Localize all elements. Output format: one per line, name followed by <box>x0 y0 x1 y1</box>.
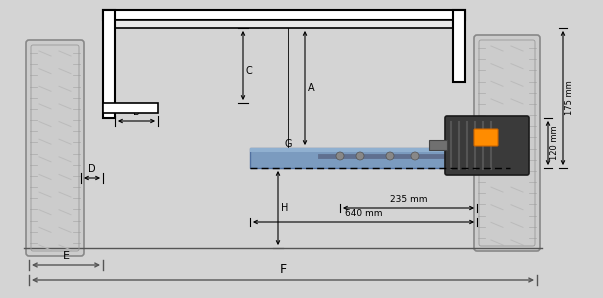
Text: G: G <box>284 139 292 149</box>
Circle shape <box>336 152 344 160</box>
Text: C: C <box>246 66 253 75</box>
Bar <box>103 10 115 118</box>
FancyBboxPatch shape <box>26 40 84 256</box>
Bar <box>250 148 490 168</box>
Circle shape <box>411 152 419 160</box>
Text: F: F <box>279 263 286 276</box>
Circle shape <box>386 152 394 160</box>
Bar <box>103 103 158 113</box>
Bar <box>453 10 465 82</box>
Text: 120 mm: 120 mm <box>550 126 559 160</box>
Text: 640 mm: 640 mm <box>345 209 382 218</box>
Bar <box>250 148 490 152</box>
Circle shape <box>356 152 364 160</box>
FancyBboxPatch shape <box>474 35 540 251</box>
FancyBboxPatch shape <box>445 116 529 175</box>
Text: E: E <box>63 251 69 261</box>
Bar <box>429 140 447 150</box>
Text: H: H <box>281 203 288 213</box>
Bar <box>103 10 465 20</box>
Text: B: B <box>133 107 140 117</box>
FancyBboxPatch shape <box>474 129 498 146</box>
Text: A: A <box>308 83 315 93</box>
Bar <box>103 20 465 28</box>
Text: 235 mm: 235 mm <box>390 195 428 204</box>
Text: 175 mm: 175 mm <box>565 81 574 115</box>
Text: D: D <box>88 164 96 174</box>
